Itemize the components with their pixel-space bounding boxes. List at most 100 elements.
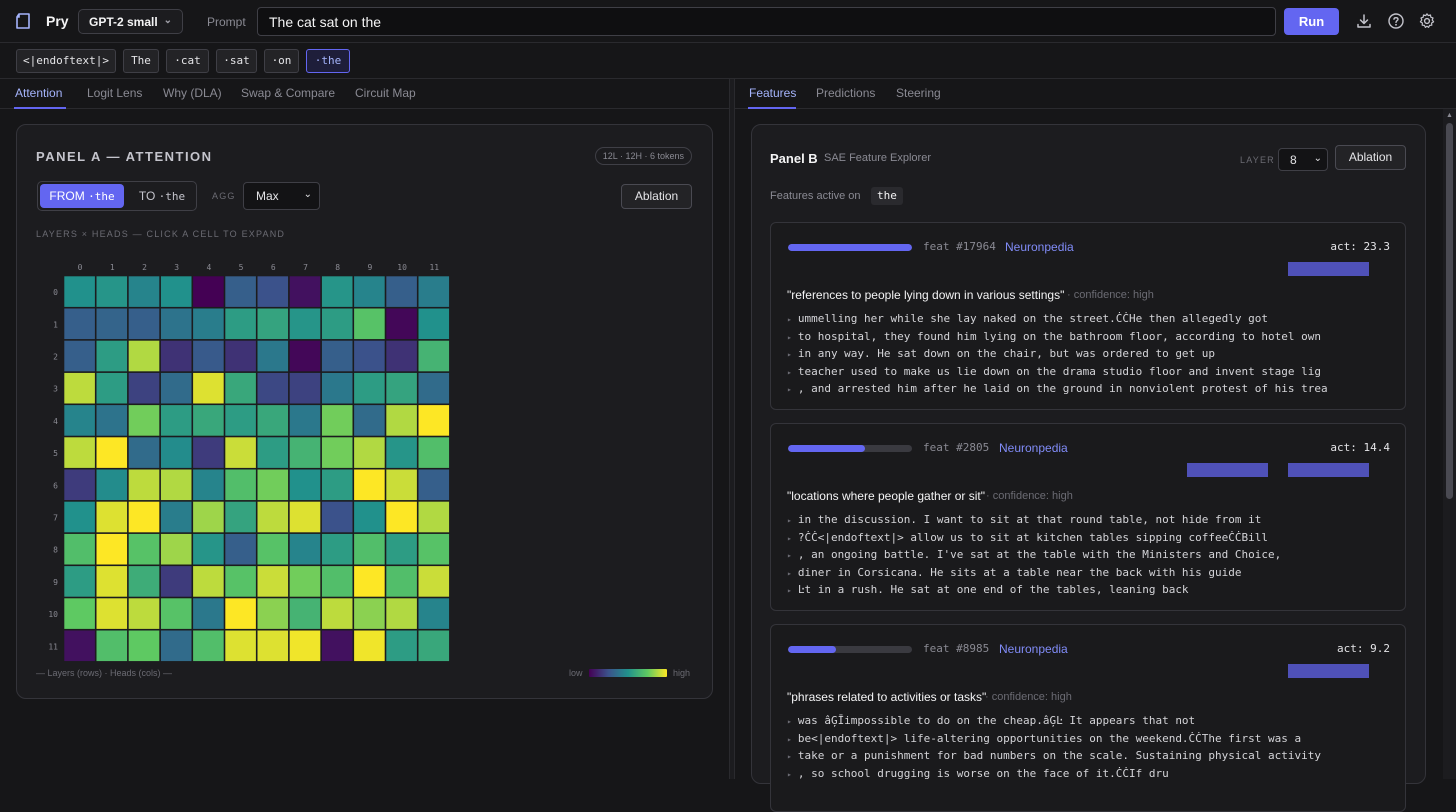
token-chip[interactable]: ·cat	[166, 49, 209, 73]
heatmap-cell[interactable]	[192, 629, 225, 662]
heatmap-cell[interactable]	[256, 307, 289, 340]
heatmap-cell[interactable]	[160, 372, 193, 405]
heatmap-cell[interactable]	[95, 404, 128, 437]
heatmap-cell[interactable]	[321, 404, 354, 437]
heatmap-cell[interactable]	[128, 275, 160, 308]
heatmap-cell[interactable]	[63, 565, 96, 598]
heatmap-cell[interactable]	[321, 565, 354, 598]
heatmap-cell[interactable]	[192, 501, 225, 533]
heatmap-cell[interactable]	[128, 468, 160, 501]
heatmap-cell[interactable]	[353, 275, 386, 308]
heatmap-cell[interactable]	[128, 597, 160, 630]
heatmap-cell[interactable]	[192, 307, 225, 340]
heatmap-cell[interactable]	[256, 501, 289, 533]
gear-icon[interactable]	[1418, 12, 1436, 30]
heatmap-cell[interactable]	[289, 597, 321, 630]
heatmap-cell[interactable]	[224, 436, 257, 469]
heatmap-cell[interactable]	[417, 275, 450, 308]
heatmap-cell[interactable]	[63, 404, 96, 437]
heatmap-cell[interactable]	[321, 533, 354, 566]
download-icon[interactable]	[1355, 12, 1373, 30]
heatmap-cell[interactable]	[192, 340, 225, 372]
heatmap-cell[interactable]	[353, 565, 386, 598]
heatmap-cell[interactable]	[128, 340, 160, 372]
heatmap-cell[interactable]	[95, 597, 128, 630]
heatmap-cell[interactable]	[63, 372, 96, 405]
run-button[interactable]: Run	[1284, 8, 1339, 35]
heatmap-cell[interactable]	[224, 275, 257, 308]
heatmap-cell[interactable]	[63, 533, 96, 566]
heatmap-cell[interactable]	[160, 501, 193, 533]
heatmap-cell[interactable]	[289, 629, 321, 662]
heatmap-cell[interactable]	[192, 468, 225, 501]
heatmap-cell[interactable]	[353, 629, 386, 662]
heatmap-cell[interactable]	[192, 533, 225, 566]
heatmap-cell[interactable]	[192, 275, 225, 308]
scroll-thumb[interactable]	[1446, 123, 1453, 499]
agg-select[interactable]: Max ⌄	[243, 182, 320, 210]
heatmap-cell[interactable]	[192, 372, 225, 405]
heatmap-cell[interactable]	[385, 468, 418, 501]
heatmap-cell[interactable]	[385, 275, 418, 308]
heatmap-cell[interactable]	[417, 404, 450, 437]
tab-steering[interactable]: Steering	[896, 86, 941, 100]
heatmap-cell[interactable]	[289, 501, 321, 533]
tab-why-dla[interactable]: Why (DLA)	[163, 86, 222, 100]
heatmap-cell[interactable]	[385, 404, 418, 437]
token-chip[interactable]: ·on	[264, 49, 299, 73]
heatmap-cell[interactable]	[63, 597, 96, 630]
heatmap-cell[interactable]	[160, 533, 193, 566]
heatmap-cell[interactable]	[289, 565, 321, 598]
heatmap-cell[interactable]	[128, 372, 160, 405]
heatmap-cell[interactable]	[289, 372, 321, 405]
heatmap-cell[interactable]	[385, 533, 418, 566]
heatmap-cell[interactable]	[128, 404, 160, 437]
heatmap-cell[interactable]	[160, 468, 193, 501]
heatmap-cell[interactable]	[353, 468, 386, 501]
heatmap-cell[interactable]	[160, 629, 193, 662]
heatmap-cell[interactable]	[353, 436, 386, 469]
heatmap-cell[interactable]	[192, 436, 225, 469]
heatmap-cell[interactable]	[256, 597, 289, 630]
tab-features[interactable]: Features	[749, 86, 797, 100]
heatmap-cell[interactable]	[95, 340, 128, 372]
tab-circuit-map[interactable]: Circuit Map	[355, 86, 416, 100]
scroll-up-arrow-icon[interactable]: ▲	[1446, 112, 1453, 119]
heatmap-cell[interactable]	[95, 565, 128, 598]
heatmap-cell[interactable]	[95, 372, 128, 405]
heatmap-cell[interactable]	[321, 436, 354, 469]
heatmap-cell[interactable]	[321, 597, 354, 630]
token-chip-selected[interactable]: ·the	[306, 49, 350, 73]
heatmap-cell[interactable]	[224, 340, 257, 372]
heatmap-cell[interactable]	[385, 501, 418, 533]
heatmap-cell[interactable]	[289, 340, 321, 372]
token-chip[interactable]: The	[123, 49, 159, 73]
heatmap-cell[interactable]	[385, 436, 418, 469]
heatmap-cell[interactable]	[353, 501, 386, 533]
heatmap-cell[interactable]	[160, 307, 193, 340]
token-chip[interactable]: <|endoftext|>	[16, 49, 116, 73]
heatmap-cell[interactable]	[95, 307, 128, 340]
heatmap-cell[interactable]	[289, 533, 321, 566]
heatmap-cell[interactable]	[256, 340, 289, 372]
heatmap-cell[interactable]	[385, 597, 418, 630]
heatmap-cell[interactable]	[256, 372, 289, 405]
heatmap-cell[interactable]	[63, 468, 96, 501]
heatmap-cell[interactable]	[95, 468, 128, 501]
heatmap-cell[interactable]	[128, 501, 160, 533]
model-select[interactable]: GPT-2 small ⌄	[78, 9, 183, 34]
heatmap-cell[interactable]	[256, 436, 289, 469]
heatmap-cell[interactable]	[95, 275, 128, 308]
prompt-input[interactable]	[257, 7, 1276, 36]
heatmap-cell[interactable]	[128, 307, 160, 340]
heatmap-cell[interactable]	[160, 340, 193, 372]
heatmap-cell[interactable]	[417, 533, 450, 566]
to-button[interactable]: TO ·the	[130, 184, 194, 208]
heatmap-cell[interactable]	[321, 340, 354, 372]
heatmap-cell[interactable]	[256, 468, 289, 501]
from-button[interactable]: FROM ·the	[40, 184, 124, 208]
heatmap-cell[interactable]	[95, 501, 128, 533]
heatmap-cell[interactable]	[160, 597, 193, 630]
heatmap-cell[interactable]	[160, 275, 193, 308]
token-chip[interactable]: ·sat	[216, 49, 257, 73]
